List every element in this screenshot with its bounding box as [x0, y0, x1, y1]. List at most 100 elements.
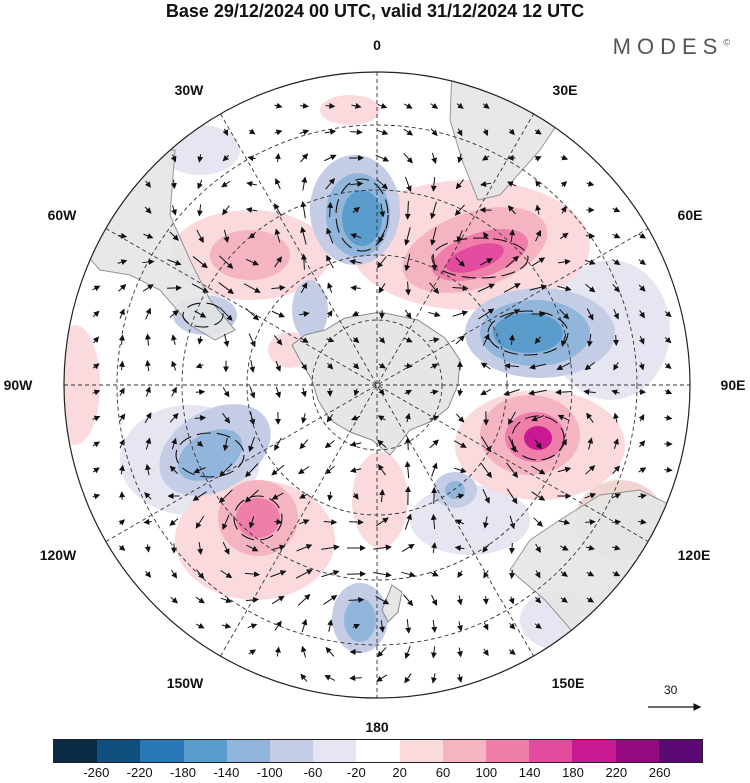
wind-vector — [301, 618, 308, 633]
wind-vector — [352, 623, 361, 630]
wind-vector — [222, 387, 230, 398]
wind-vector — [327, 619, 334, 632]
wind-vector — [274, 228, 281, 243]
wind-vector — [118, 413, 126, 422]
wind-vector — [531, 257, 546, 267]
wind-vector — [300, 673, 308, 682]
colorbar-tick-label: 20 — [392, 765, 407, 780]
wind-vector — [324, 128, 337, 135]
wind-vector — [352, 310, 360, 317]
wind-vector — [274, 518, 283, 525]
wind-vector — [664, 466, 673, 473]
wind-vector — [245, 206, 258, 213]
wind-vector — [480, 462, 492, 479]
wind-vector — [92, 285, 101, 292]
colorbar-segment — [183, 740, 227, 762]
brand-mark: © — [723, 37, 730, 48]
wind-vector — [274, 152, 281, 163]
wind-vector — [456, 128, 463, 137]
wind-vector — [170, 179, 177, 190]
wind-vector — [118, 519, 126, 526]
wind-vector — [145, 570, 152, 578]
wind-vector — [92, 310, 100, 318]
wind-vector — [431, 253, 438, 272]
wind-vector — [325, 102, 336, 109]
wind-vector — [533, 517, 543, 527]
wind-vector — [556, 362, 571, 370]
wind-vector — [430, 363, 439, 370]
wind-vector — [404, 309, 412, 319]
wind-vector — [349, 519, 364, 526]
wind-vector — [560, 205, 567, 214]
wind-vector — [612, 232, 621, 239]
wind-vector — [561, 438, 567, 449]
wind-vector — [223, 333, 230, 348]
wind-vector — [585, 544, 595, 551]
wind-vector — [321, 544, 340, 551]
wind-vector — [559, 308, 570, 320]
wind-vector — [349, 258, 362, 265]
wind-vector — [508, 411, 516, 426]
wind-vector — [534, 622, 542, 629]
wind-vector — [273, 335, 283, 346]
wind-vector — [197, 154, 204, 163]
colorbar-segment — [615, 740, 659, 762]
wind-vector — [534, 596, 542, 604]
wind-vector — [404, 460, 411, 479]
wind-vector — [376, 256, 387, 269]
wind-vector — [587, 437, 594, 450]
wind-vector — [144, 206, 152, 214]
wind-vector — [195, 515, 205, 529]
wind-vector — [585, 283, 596, 293]
wind-vector — [117, 232, 128, 239]
wind-vector — [482, 488, 490, 504]
vector-reference-label: 30 — [664, 683, 678, 697]
wind-vector — [249, 359, 256, 373]
wind-vector — [195, 362, 204, 369]
wind-vector — [509, 515, 516, 530]
wind-vector — [197, 541, 204, 555]
wind-vector — [428, 311, 441, 318]
wind-vector — [247, 155, 256, 162]
wind-vector — [196, 440, 204, 447]
colorbar-tick-label: -140 — [213, 765, 240, 780]
wind-vector — [505, 255, 519, 268]
anomaly-blob — [320, 95, 380, 125]
colorbar-tick-label: -20 — [346, 765, 366, 780]
streamline-arc — [182, 302, 224, 328]
wind-vector — [480, 436, 492, 453]
longitude-labels: 0 30E 60E 90E 120E 150E 180 150W 120W 90… — [4, 37, 746, 735]
wind-vector — [429, 282, 440, 295]
wind-vector — [404, 645, 411, 659]
wind-vector — [323, 595, 338, 605]
lon-label-180: 180 — [365, 719, 389, 735]
wind-vector — [118, 360, 125, 371]
wind-vector — [245, 463, 259, 478]
wind-vector — [455, 335, 465, 345]
colorbar-segment — [486, 740, 530, 762]
wind-vector — [612, 283, 620, 293]
wind-vector — [301, 362, 308, 371]
wind-vector — [404, 253, 411, 272]
wind-vector — [404, 389, 413, 396]
wind-vector — [349, 467, 362, 473]
wind-vector — [611, 493, 622, 499]
wind-vector — [456, 647, 463, 658]
wind-vector — [430, 227, 437, 246]
wind-vector — [404, 362, 413, 369]
wind-vector — [452, 310, 469, 317]
wind-vector — [586, 570, 595, 577]
wind-vector — [529, 363, 546, 370]
colorbar-segment — [313, 740, 357, 762]
wind-vector — [534, 156, 542, 162]
wind-vector — [118, 334, 125, 345]
wind-vector — [196, 229, 204, 244]
new-zealand-landmass — [381, 584, 403, 623]
wind-vector — [560, 570, 568, 577]
wind-vector — [271, 284, 286, 291]
wind-vector — [300, 226, 307, 245]
colorbar-tick-label: -60 — [303, 765, 323, 780]
wind-vector — [352, 206, 360, 213]
wind-vector — [145, 307, 152, 320]
wind-vector — [535, 180, 542, 188]
